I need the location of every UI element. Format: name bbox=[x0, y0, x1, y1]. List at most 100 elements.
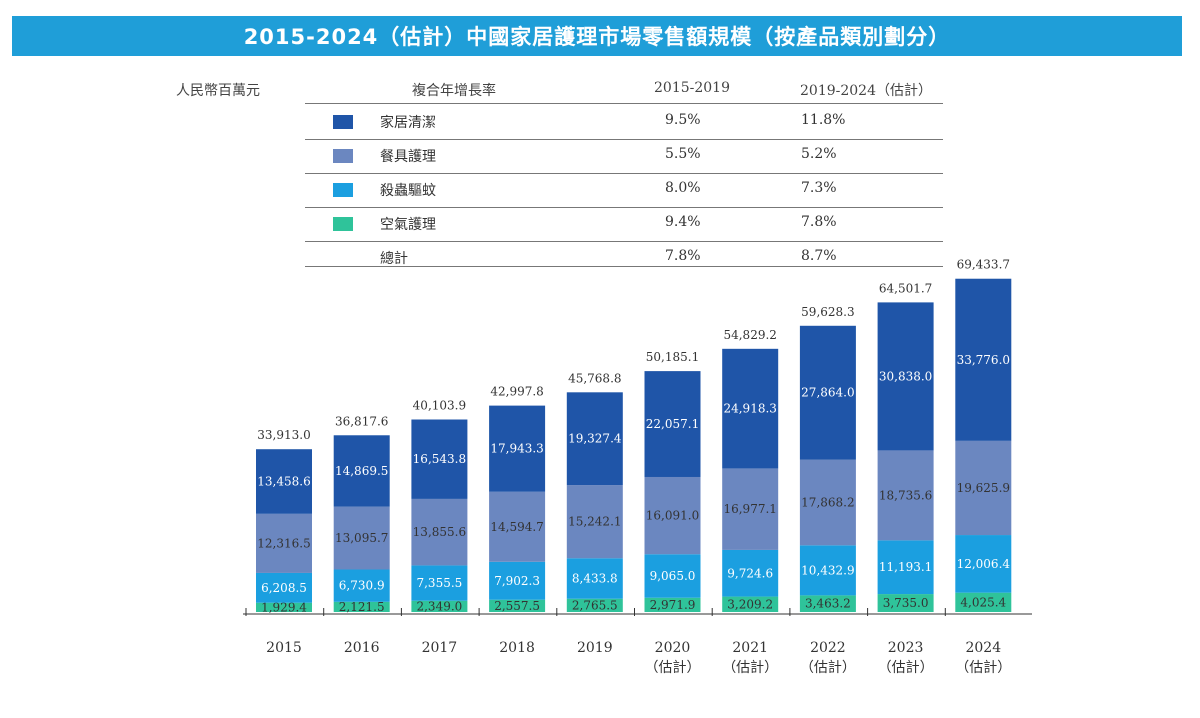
cagr-row-label: 空氣護理 bbox=[380, 217, 436, 233]
total-label: 69,433.7 bbox=[957, 258, 1010, 272]
data-label: 2,557.5 bbox=[494, 599, 540, 613]
data-label: 16,091.0 bbox=[646, 509, 699, 523]
data-label: 16,977.1 bbox=[723, 502, 776, 516]
cagr-row-value-2: 7.3% bbox=[801, 180, 837, 196]
data-label: 3,735.0 bbox=[883, 596, 929, 610]
x-tick-label: 2018 bbox=[499, 640, 535, 656]
bar-segment bbox=[489, 599, 546, 612]
legend-swatch-air-care bbox=[333, 217, 353, 231]
bar-segment bbox=[566, 558, 623, 599]
total-label: 36,817.6 bbox=[335, 414, 388, 428]
data-label: 18,735.6 bbox=[879, 488, 932, 502]
x-tick-label: 2024 bbox=[965, 640, 1001, 656]
data-label: 2,765.5 bbox=[572, 598, 618, 612]
cagr-row-value-1: 5.5% bbox=[665, 146, 701, 162]
data-label: 19,327.4 bbox=[568, 432, 622, 446]
total-label: 54,829.2 bbox=[723, 328, 776, 342]
data-label: 24,918.3 bbox=[723, 402, 776, 416]
table-rule bbox=[305, 173, 943, 174]
table-rule bbox=[305, 207, 943, 208]
bar-segment bbox=[411, 498, 468, 566]
data-label: 22,057.1 bbox=[646, 417, 699, 431]
cagr-row-label: 殺蟲驅蚊 bbox=[380, 183, 436, 199]
data-label: 4,025.4 bbox=[960, 595, 1006, 609]
legend-swatch-dishware-care bbox=[333, 149, 353, 163]
x-tick-label: 2021 bbox=[732, 640, 768, 656]
bar-segment bbox=[955, 592, 1012, 612]
data-label: 30,838.0 bbox=[879, 369, 932, 383]
x-tick-label: 2023 bbox=[888, 640, 924, 656]
x-tick-sublabel: （估計） bbox=[645, 660, 701, 676]
bar-segment bbox=[644, 597, 701, 612]
bar-segment bbox=[411, 419, 468, 499]
bar-segment bbox=[877, 540, 934, 595]
data-label: 6,730.9 bbox=[339, 579, 385, 593]
cagr-row-label: 總計 bbox=[380, 251, 408, 267]
bar-segment bbox=[877, 594, 934, 612]
bar-segment bbox=[955, 440, 1012, 536]
bar-segment bbox=[333, 601, 390, 612]
data-label: 15,242.1 bbox=[568, 515, 621, 529]
bar-segment bbox=[256, 449, 312, 514]
cagr-header-period-1: 2015-2019 bbox=[654, 80, 730, 96]
cagr-row-insecticide: 殺蟲驅蚊 8.0% 7.3% bbox=[305, 173, 943, 207]
cagr-header-period-2: 2019-2024（估計） bbox=[800, 83, 932, 99]
data-label: 12,006.4 bbox=[957, 557, 1011, 571]
bar-segment bbox=[799, 545, 856, 596]
unit-label: 人民幣百萬元 bbox=[176, 83, 260, 99]
data-label: 3,463.2 bbox=[805, 597, 851, 611]
total-label: 59,628.3 bbox=[801, 305, 854, 319]
data-label: 19,625.9 bbox=[957, 481, 1010, 495]
data-label: 7,902.3 bbox=[494, 574, 540, 588]
x-tick-sublabel: （估計） bbox=[878, 660, 934, 676]
data-label: 16,543.8 bbox=[413, 452, 466, 466]
bar-segment bbox=[722, 348, 779, 469]
total-label: 33,913.0 bbox=[257, 428, 310, 442]
x-tick-label: 2020 bbox=[655, 640, 691, 656]
table-rule bbox=[305, 241, 943, 242]
data-label: 17,943.3 bbox=[490, 442, 543, 456]
bar-segment bbox=[799, 595, 856, 612]
bar-segment bbox=[644, 371, 701, 477]
total-label: 64,501.7 bbox=[879, 281, 932, 295]
cagr-row-total: 總計 7.8% 8.7% bbox=[305, 241, 943, 275]
data-label: 2,971.9 bbox=[650, 598, 696, 612]
x-tick-label: 2022 bbox=[810, 640, 846, 656]
chart-title: 2015-2024（估計）中國家居護理市場零售額規模（按產品類別劃分） bbox=[12, 16, 1182, 56]
total-label: 40,103.9 bbox=[413, 399, 466, 413]
bar-segment bbox=[644, 554, 701, 598]
data-label: 10,432.9 bbox=[801, 563, 854, 577]
data-label: 14,594.7 bbox=[490, 520, 543, 534]
data-label: 2,349.0 bbox=[416, 599, 462, 613]
bar-segment bbox=[256, 602, 312, 612]
x-tick-label: 2016 bbox=[344, 640, 380, 656]
x-tick-label: 2017 bbox=[422, 640, 458, 656]
bar-segment bbox=[799, 459, 856, 546]
table-rule-top bbox=[305, 103, 943, 104]
data-label: 13,458.6 bbox=[257, 475, 310, 489]
data-label: 9,724.6 bbox=[727, 566, 773, 580]
cagr-row-household-cleaning: 家居清潔 9.5% 11.8% bbox=[305, 105, 943, 139]
data-label: 14,869.5 bbox=[335, 464, 388, 478]
cagr-row-dishware-care: 餐具護理 5.5% 5.2% bbox=[305, 139, 943, 173]
data-label: 2,121.5 bbox=[339, 600, 385, 614]
cagr-header-label: 複合年增長率 bbox=[412, 83, 496, 99]
cagr-row-value-1: 9.5% bbox=[665, 112, 701, 128]
bar-segment bbox=[877, 302, 934, 451]
bar-segment bbox=[333, 569, 390, 602]
bar-segment bbox=[489, 405, 546, 492]
cagr-row-value-2: 5.2% bbox=[801, 146, 837, 162]
bar-segment bbox=[722, 468, 779, 550]
bar-segment bbox=[566, 598, 623, 612]
bar-segment bbox=[955, 535, 1012, 593]
data-label: 17,868.2 bbox=[801, 495, 854, 509]
bar-segment bbox=[256, 572, 312, 603]
cagr-row-value-1: 8.0% bbox=[665, 180, 701, 196]
data-label: 6,208.5 bbox=[261, 581, 307, 595]
data-label: 8,433.8 bbox=[572, 571, 618, 585]
x-tick-sublabel: （估計） bbox=[722, 660, 778, 676]
bar-segment bbox=[411, 565, 468, 601]
data-label: 11,193.1 bbox=[879, 560, 932, 574]
cagr-row-value-2: 7.8% bbox=[801, 214, 837, 230]
